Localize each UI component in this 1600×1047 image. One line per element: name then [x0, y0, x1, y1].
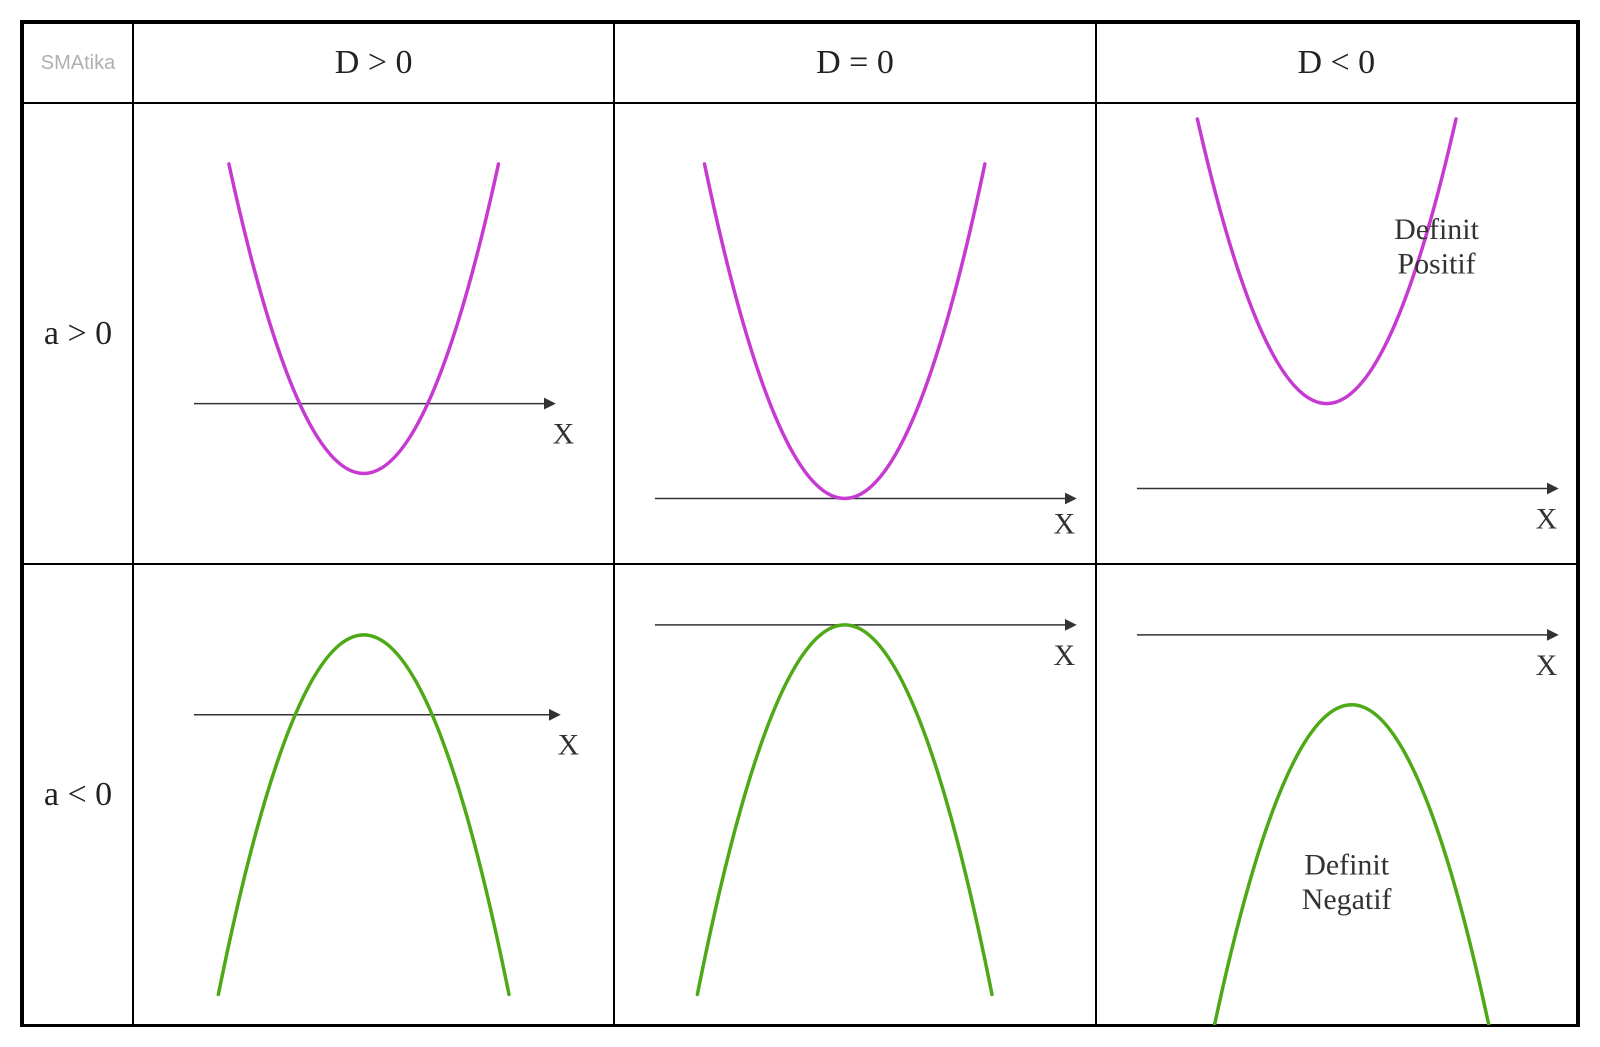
chart-a-neg-d-pos: X	[133, 564, 614, 1025]
parabola-curve	[218, 635, 509, 994]
col-header-d-lt-0: D < 0	[1096, 23, 1577, 103]
discriminant-table: SMAtika D > 0 D = 0 D < 0 a > 0 X X X Def…	[20, 20, 1580, 1027]
x-axis-label: X	[558, 729, 580, 762]
x-axis-label: X	[1054, 507, 1076, 540]
watermark-text: SMAtika	[41, 52, 115, 75]
x-axis-label: X	[1535, 502, 1557, 535]
row-header-a-lt-0: a < 0	[23, 564, 133, 1025]
chart-a-neg-d-neg: X DefinitNegatif	[1096, 564, 1577, 1025]
chart-a-pos-d-pos: X	[133, 103, 614, 564]
chart-a-neg-d-zero: X	[614, 564, 1095, 1025]
col-header-d-gt-0: D > 0	[133, 23, 614, 103]
col-header-d-eq-0: D = 0	[614, 23, 1095, 103]
x-axis-label: X	[1535, 649, 1557, 682]
row-header-a-gt-0: a > 0	[23, 103, 133, 564]
parabola-curve	[229, 164, 499, 474]
chart-a-pos-d-neg: X DefinitPositif	[1096, 103, 1577, 564]
parabola-curve	[705, 164, 985, 499]
chart-a-pos-d-zero: X	[614, 103, 1095, 564]
parabola-curve	[698, 625, 993, 994]
x-axis-label: X	[553, 418, 575, 451]
x-axis-label: X	[1054, 639, 1076, 672]
watermark-cell: SMAtika	[23, 23, 133, 103]
annotation-label: DefinitNegatif	[1301, 849, 1391, 916]
annotation-label: DefinitPositif	[1394, 213, 1479, 280]
